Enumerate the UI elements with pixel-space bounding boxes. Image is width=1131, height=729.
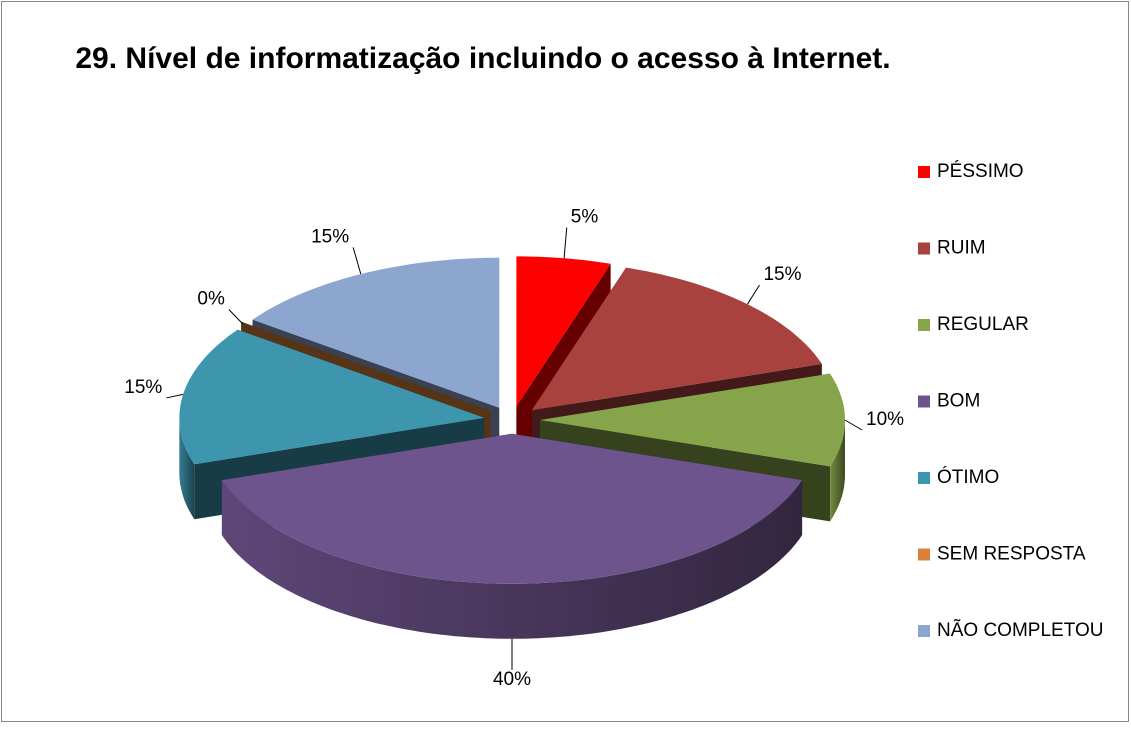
legend-swatch (918, 166, 930, 178)
legend-swatch (918, 395, 930, 408)
data-label: 15% (124, 377, 162, 398)
legend-label: SEM RESPOSTA (937, 544, 1086, 565)
data-label: 40% (493, 669, 531, 690)
slice (179, 329, 485, 465)
legend-label: PÉSSIMO (937, 161, 1024, 182)
slice (516, 256, 611, 407)
data-label: 10% (866, 409, 904, 430)
slice (540, 373, 845, 467)
slice (252, 257, 500, 408)
legend-label: BOM (937, 391, 980, 412)
slice-side (221, 480, 803, 639)
data-label: 5% (571, 207, 599, 228)
legend-swatch (918, 548, 930, 561)
leader-line (228, 309, 243, 325)
legend-label: NÃO COMPLETOU (937, 619, 1103, 641)
legend-label: RUIM (937, 238, 986, 259)
legend-swatch (918, 319, 930, 331)
slice-side (179, 417, 195, 520)
leader-line (844, 419, 863, 431)
legend-swatch (918, 625, 930, 637)
leader-line (352, 247, 362, 275)
slice-side (830, 420, 845, 522)
leader-line (166, 393, 184, 399)
leader-line (563, 227, 568, 259)
slice (221, 433, 803, 584)
data-label: 0% (197, 289, 225, 310)
legend-label: REGULAR (937, 314, 1029, 335)
legend-swatch (918, 242, 930, 255)
data-label: 15% (763, 264, 801, 285)
legend-label: ÓTIMO (937, 466, 999, 488)
leader-line (747, 284, 760, 305)
legend-swatch (918, 472, 930, 484)
data-label: 15% (311, 226, 349, 247)
slice (531, 267, 822, 411)
chart-title: 29. Nível de informatização incluindo o … (75, 42, 890, 75)
